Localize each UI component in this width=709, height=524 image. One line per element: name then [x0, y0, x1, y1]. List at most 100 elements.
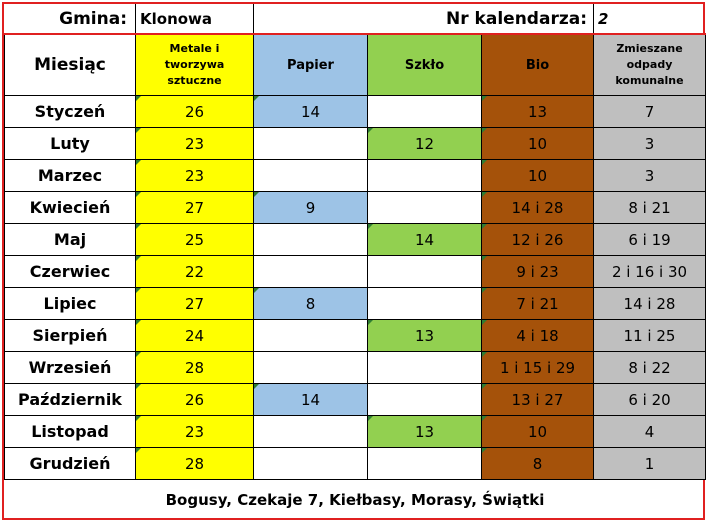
szklo-cell [367, 383, 482, 416]
szklo-column-header: Szkło [367, 33, 482, 96]
zmieszane-cell: 3 [593, 159, 706, 192]
bio-cell: 10 [481, 127, 594, 160]
metale-cell: 26 [135, 95, 254, 128]
papier-cell [253, 319, 368, 352]
month-column-header: Miesiąc [4, 33, 136, 96]
month-cell: Sierpień [4, 319, 136, 352]
szklo-cell [367, 95, 482, 128]
bio-cell: 9 i 23 [481, 255, 594, 288]
papier-cell [253, 159, 368, 192]
metale-cell: 27 [135, 191, 254, 224]
szklo-cell: 13 [367, 415, 482, 448]
localities-list: Bogusy, Czekaje 7, Kiełbasy, Morasy, Świ… [4, 479, 706, 520]
bio-cell: 1 i 15 i 29 [481, 351, 594, 384]
month-cell: Grudzień [4, 447, 136, 480]
month-cell: Czerwiec [4, 255, 136, 288]
metale-column-header: Metale i tworzywa sztuczne [135, 33, 254, 96]
papier-cell [253, 255, 368, 288]
zmieszane-header-text: Zmieszane odpady komunalne [615, 42, 684, 87]
papier-cell: 14 [253, 383, 368, 416]
zmieszane-cell: 6 i 20 [593, 383, 706, 416]
szklo-cell: 13 [367, 319, 482, 352]
calendar-number-value[interactable]: 2 [593, 4, 706, 35]
bio-cell: 10 [481, 159, 594, 192]
szklo-cell: 14 [367, 223, 482, 256]
bio-cell: 7 i 21 [481, 287, 594, 320]
gmina-value[interactable]: Klonowa [135, 4, 254, 35]
table-row: Marzec 23 10 3 [4, 159, 706, 192]
szklo-cell [367, 351, 482, 384]
bio-cell: 8 [481, 447, 594, 480]
zmieszane-cell: 2 i 16 i 30 [593, 255, 706, 288]
gmina-label: Gmina: [4, 4, 136, 35]
metale-cell: 26 [135, 383, 254, 416]
papier-cell: 9 [253, 191, 368, 224]
table-row: Listopad 23 13 10 4 [4, 415, 706, 448]
szklo-cell: 12 [367, 127, 482, 160]
table-row: Sierpień 24 13 4 i 18 11 i 25 [4, 319, 706, 352]
zmieszane-cell: 7 [593, 95, 706, 128]
szklo-cell [367, 287, 482, 320]
papier-cell [253, 415, 368, 448]
zmieszane-cell: 14 i 28 [593, 287, 706, 320]
szklo-cell [367, 255, 482, 288]
bio-cell: 13 [481, 95, 594, 128]
table-row: Lipiec 27 8 7 i 21 14 i 28 [4, 287, 706, 320]
month-cell: Październik [4, 383, 136, 416]
metale-cell: 28 [135, 447, 254, 480]
metale-cell: 28 [135, 351, 254, 384]
zmieszane-cell: 1 [593, 447, 706, 480]
month-cell: Wrzesień [4, 351, 136, 384]
month-cell: Maj [4, 223, 136, 256]
zmieszane-cell: 8 i 22 [593, 351, 706, 384]
month-cell: Styczeń [4, 95, 136, 128]
bio-cell: 4 i 18 [481, 319, 594, 352]
metale-cell: 24 [135, 319, 254, 352]
metale-cell: 27 [135, 287, 254, 320]
papier-cell [253, 447, 368, 480]
szklo-cell [367, 447, 482, 480]
metale-cell: 23 [135, 415, 254, 448]
month-rows: Styczeń 26 14 13 7 Luty 23 12 10 3 Marzec 23 10 3 Kwie… [4, 95, 706, 480]
column-header-row: Miesiąc Metale i tworzywa sztuczne Papie… [4, 33, 706, 96]
bio-cell: 12 i 26 [481, 223, 594, 256]
table-row: Kwiecień 27 9 14 i 28 8 i 21 [4, 191, 706, 224]
metale-cell: 22 [135, 255, 254, 288]
szklo-cell [367, 191, 482, 224]
papier-cell [253, 127, 368, 160]
month-cell: Lipiec [4, 287, 136, 320]
table-row: Styczeń 26 14 13 7 [4, 95, 706, 128]
szklo-cell [367, 159, 482, 192]
zmieszane-cell: 6 i 19 [593, 223, 706, 256]
table-row: Wrzesień 28 1 i 15 i 29 8 i 22 [4, 351, 706, 384]
zmieszane-cell: 4 [593, 415, 706, 448]
metale-header-text: Metale i tworzywa sztuczne [164, 42, 225, 87]
month-cell: Marzec [4, 159, 136, 192]
table-row: Grudzień 28 8 1 [4, 447, 706, 480]
table-row: Czerwiec 22 9 i 23 2 i 16 i 30 [4, 255, 706, 288]
papier-cell [253, 351, 368, 384]
footer-row: Bogusy, Czekaje 7, Kiełbasy, Morasy, Świ… [4, 479, 706, 520]
bio-cell: 13 i 27 [481, 383, 594, 416]
table-row: Październik 26 14 13 i 27 6 i 20 [4, 383, 706, 416]
month-cell: Luty [4, 127, 136, 160]
header-row: Gmina: Klonowa Nr kalendarza: 2 [4, 4, 706, 35]
zmieszane-cell: 3 [593, 127, 706, 160]
table-row: Luty 23 12 10 3 [4, 127, 706, 160]
zmieszane-cell: 11 i 25 [593, 319, 706, 352]
papier-cell: 14 [253, 95, 368, 128]
calendar-number-label: Nr kalendarza: [253, 4, 594, 35]
metale-cell: 23 [135, 127, 254, 160]
month-cell: Listopad [4, 415, 136, 448]
bio-cell: 14 i 28 [481, 191, 594, 224]
metale-cell: 25 [135, 223, 254, 256]
papier-cell: 8 [253, 287, 368, 320]
waste-collection-table: Gmina: Klonowa Nr kalendarza: 2 Miesiąc … [4, 4, 706, 520]
table-row: Maj 25 14 12 i 26 6 i 19 [4, 223, 706, 256]
papier-cell [253, 223, 368, 256]
bio-cell: 10 [481, 415, 594, 448]
month-cell: Kwiecień [4, 191, 136, 224]
papier-column-header: Papier [253, 33, 368, 96]
zmieszane-cell: 8 i 21 [593, 191, 706, 224]
bio-column-header: Bio [481, 33, 594, 96]
